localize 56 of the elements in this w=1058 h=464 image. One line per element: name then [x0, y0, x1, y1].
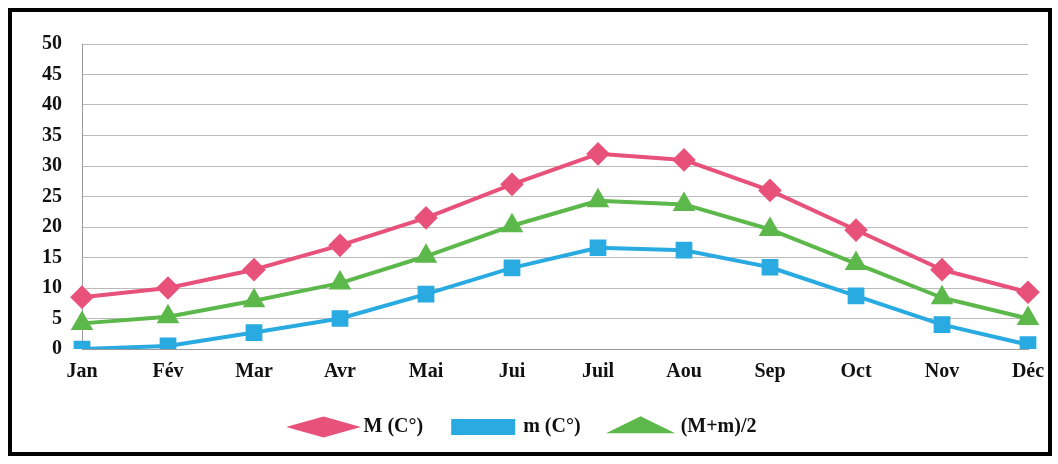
y-tick-label: 15	[42, 244, 62, 267]
x-tick-label: Mar	[235, 359, 273, 382]
legend-label: M (C°)	[363, 414, 424, 438]
y-tick-label: 40	[42, 92, 62, 115]
x-tick-label: Sep	[754, 359, 786, 383]
point	[243, 258, 265, 281]
legend-label: (M+m)/2	[680, 414, 757, 438]
y-tick-label: 45	[42, 61, 62, 84]
y-tick-label: 25	[42, 183, 62, 206]
point	[502, 214, 522, 233]
x-tick-label: Mai	[408, 359, 444, 382]
legend-label: m (C°)	[523, 414, 581, 438]
y-tick-label: 5	[52, 305, 62, 328]
x-tick-label: Déc	[1011, 359, 1045, 382]
point	[845, 219, 867, 242]
point	[847, 287, 865, 305]
point	[931, 258, 953, 281]
point	[761, 258, 779, 276]
x-tick-label: Aou	[666, 359, 702, 382]
y-tick-label: 0	[52, 336, 62, 359]
point	[245, 324, 263, 341]
x-tick-label: Jui	[498, 359, 526, 382]
point	[157, 277, 179, 299]
y-tick-label: 20	[42, 214, 62, 237]
point	[329, 234, 351, 257]
y-tick-label: 50	[42, 31, 62, 54]
point	[587, 142, 609, 165]
point	[675, 241, 693, 259]
point	[1018, 307, 1038, 325]
point	[72, 312, 92, 330]
x-tick-label: Fév	[152, 359, 184, 382]
point	[71, 286, 93, 309]
point	[1019, 336, 1037, 349]
x-tick-label: Jan	[66, 359, 98, 382]
point	[589, 239, 607, 257]
x-tick-label: Avr	[324, 359, 357, 382]
point	[759, 179, 781, 202]
point	[673, 148, 695, 171]
point	[1017, 281, 1039, 304]
point	[331, 310, 349, 327]
x-tick-label: Oct	[840, 359, 872, 382]
y-tick-label: 10	[42, 275, 62, 298]
point	[501, 173, 523, 196]
y-tick-label: 30	[42, 153, 62, 176]
point	[503, 259, 521, 277]
x-tick-label: Juil	[581, 359, 615, 382]
point	[932, 286, 952, 305]
point	[417, 285, 435, 303]
point	[330, 272, 350, 290]
point	[244, 289, 264, 308]
point	[158, 305, 178, 324]
point	[933, 316, 951, 333]
x-tick-label: Nov	[924, 359, 960, 382]
point	[416, 245, 436, 263]
y-tick-label: 35	[42, 122, 62, 145]
point	[415, 206, 437, 229]
